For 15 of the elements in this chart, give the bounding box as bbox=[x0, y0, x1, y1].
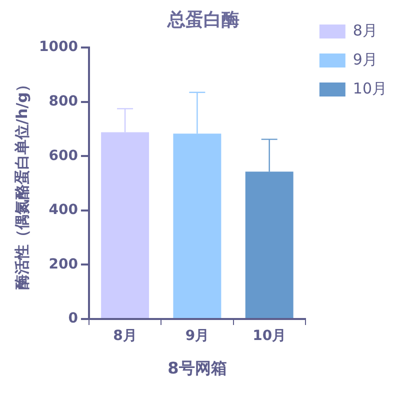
legend-label: 9月 bbox=[352, 50, 378, 68]
legend-label: 10月 bbox=[352, 79, 388, 98]
x-axis-title: 8号网箱 bbox=[168, 358, 227, 378]
x-tick-label: 8月 bbox=[113, 328, 137, 344]
y-tick-label: 800 bbox=[48, 94, 78, 110]
legend-label: 8月 bbox=[352, 21, 378, 40]
y-axis-title: 酶活性（偶氮酪蛋白单位/h/g） bbox=[12, 77, 31, 290]
y-tick-label: 1000 bbox=[38, 39, 78, 56]
chart-title: 总蛋白酶 bbox=[166, 9, 240, 30]
y-tick-label: 400 bbox=[48, 202, 78, 218]
y-tick-label: 200 bbox=[48, 256, 78, 272]
y-tick-label: 600 bbox=[48, 148, 78, 164]
y-tick-label: 0 bbox=[68, 310, 78, 327]
x-tick-label: 10月 bbox=[252, 328, 286, 344]
x-tick-label: 9月 bbox=[185, 328, 210, 344]
